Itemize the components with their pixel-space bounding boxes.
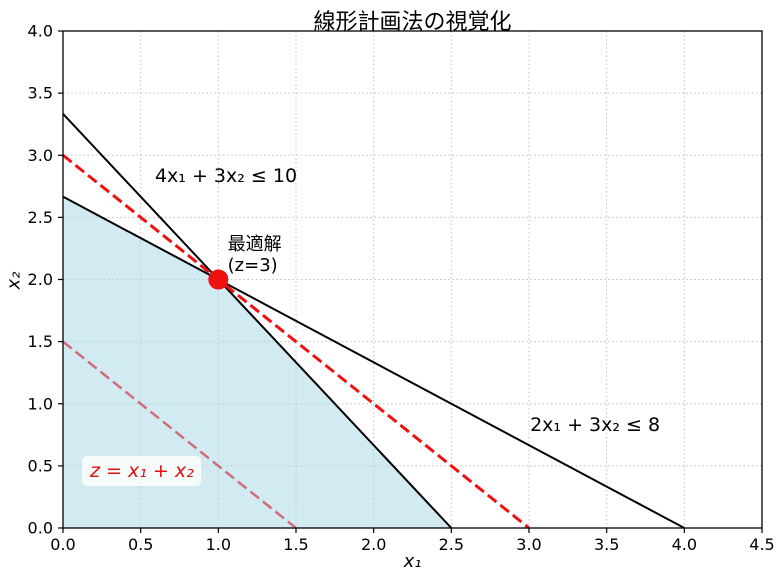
y-tick-label: 0.0 (28, 519, 53, 538)
constraint-1-line (62, 113, 453, 529)
x-tick-label: 3.0 (516, 535, 541, 554)
x-tick-label: 3.5 (594, 535, 619, 554)
y-tick-label: 2.5 (28, 208, 53, 227)
y-tick-label: 1.0 (28, 394, 53, 413)
constraint1-label: 4x₁ + 3x₂ ≤ 10 (155, 165, 297, 187)
feasible-region (63, 196, 452, 528)
x-tick-label: 2.0 (361, 535, 386, 554)
optimal-label-line-2: (z=3) (228, 255, 278, 276)
constraint-2-line (62, 195, 685, 529)
x-tick-label: 1.5 (283, 535, 308, 554)
constraint2-label: 2x₁ + 3x₂ ≤ 8 (530, 414, 660, 436)
x-axis-label: x₁ (403, 551, 422, 572)
x-tick-label: 4.5 (749, 535, 774, 554)
y-tick-label: 0.5 (28, 456, 53, 475)
x-tick-label: 1.0 (206, 535, 231, 554)
y-tick-label: 4.0 (28, 22, 53, 41)
x-tick-label: 4.0 (672, 535, 697, 554)
optimal-label-line-1: 最適解 (228, 234, 282, 255)
objective-z1.5-line (62, 340, 297, 529)
y-tick-label: 2.0 (28, 270, 53, 289)
y-tick-label: 3.5 (28, 84, 53, 103)
x-tick-label: 2.5 (439, 535, 464, 554)
optimal-point-marker (208, 269, 229, 290)
y-axis-label: x₂ (3, 271, 25, 290)
chart-title: 線形計画法の視覚化 (313, 10, 512, 35)
objective-label-box (82, 456, 202, 487)
x-tick-label: 0.0 (50, 535, 75, 554)
objective-z3-line (62, 154, 530, 530)
y-tick-label: 1.5 (28, 332, 53, 351)
objective-label: z = x₁ + x₂ (89, 460, 194, 482)
y-tick-label: 3.0 (28, 146, 53, 165)
x-tick-label: 0.5 (128, 535, 153, 554)
